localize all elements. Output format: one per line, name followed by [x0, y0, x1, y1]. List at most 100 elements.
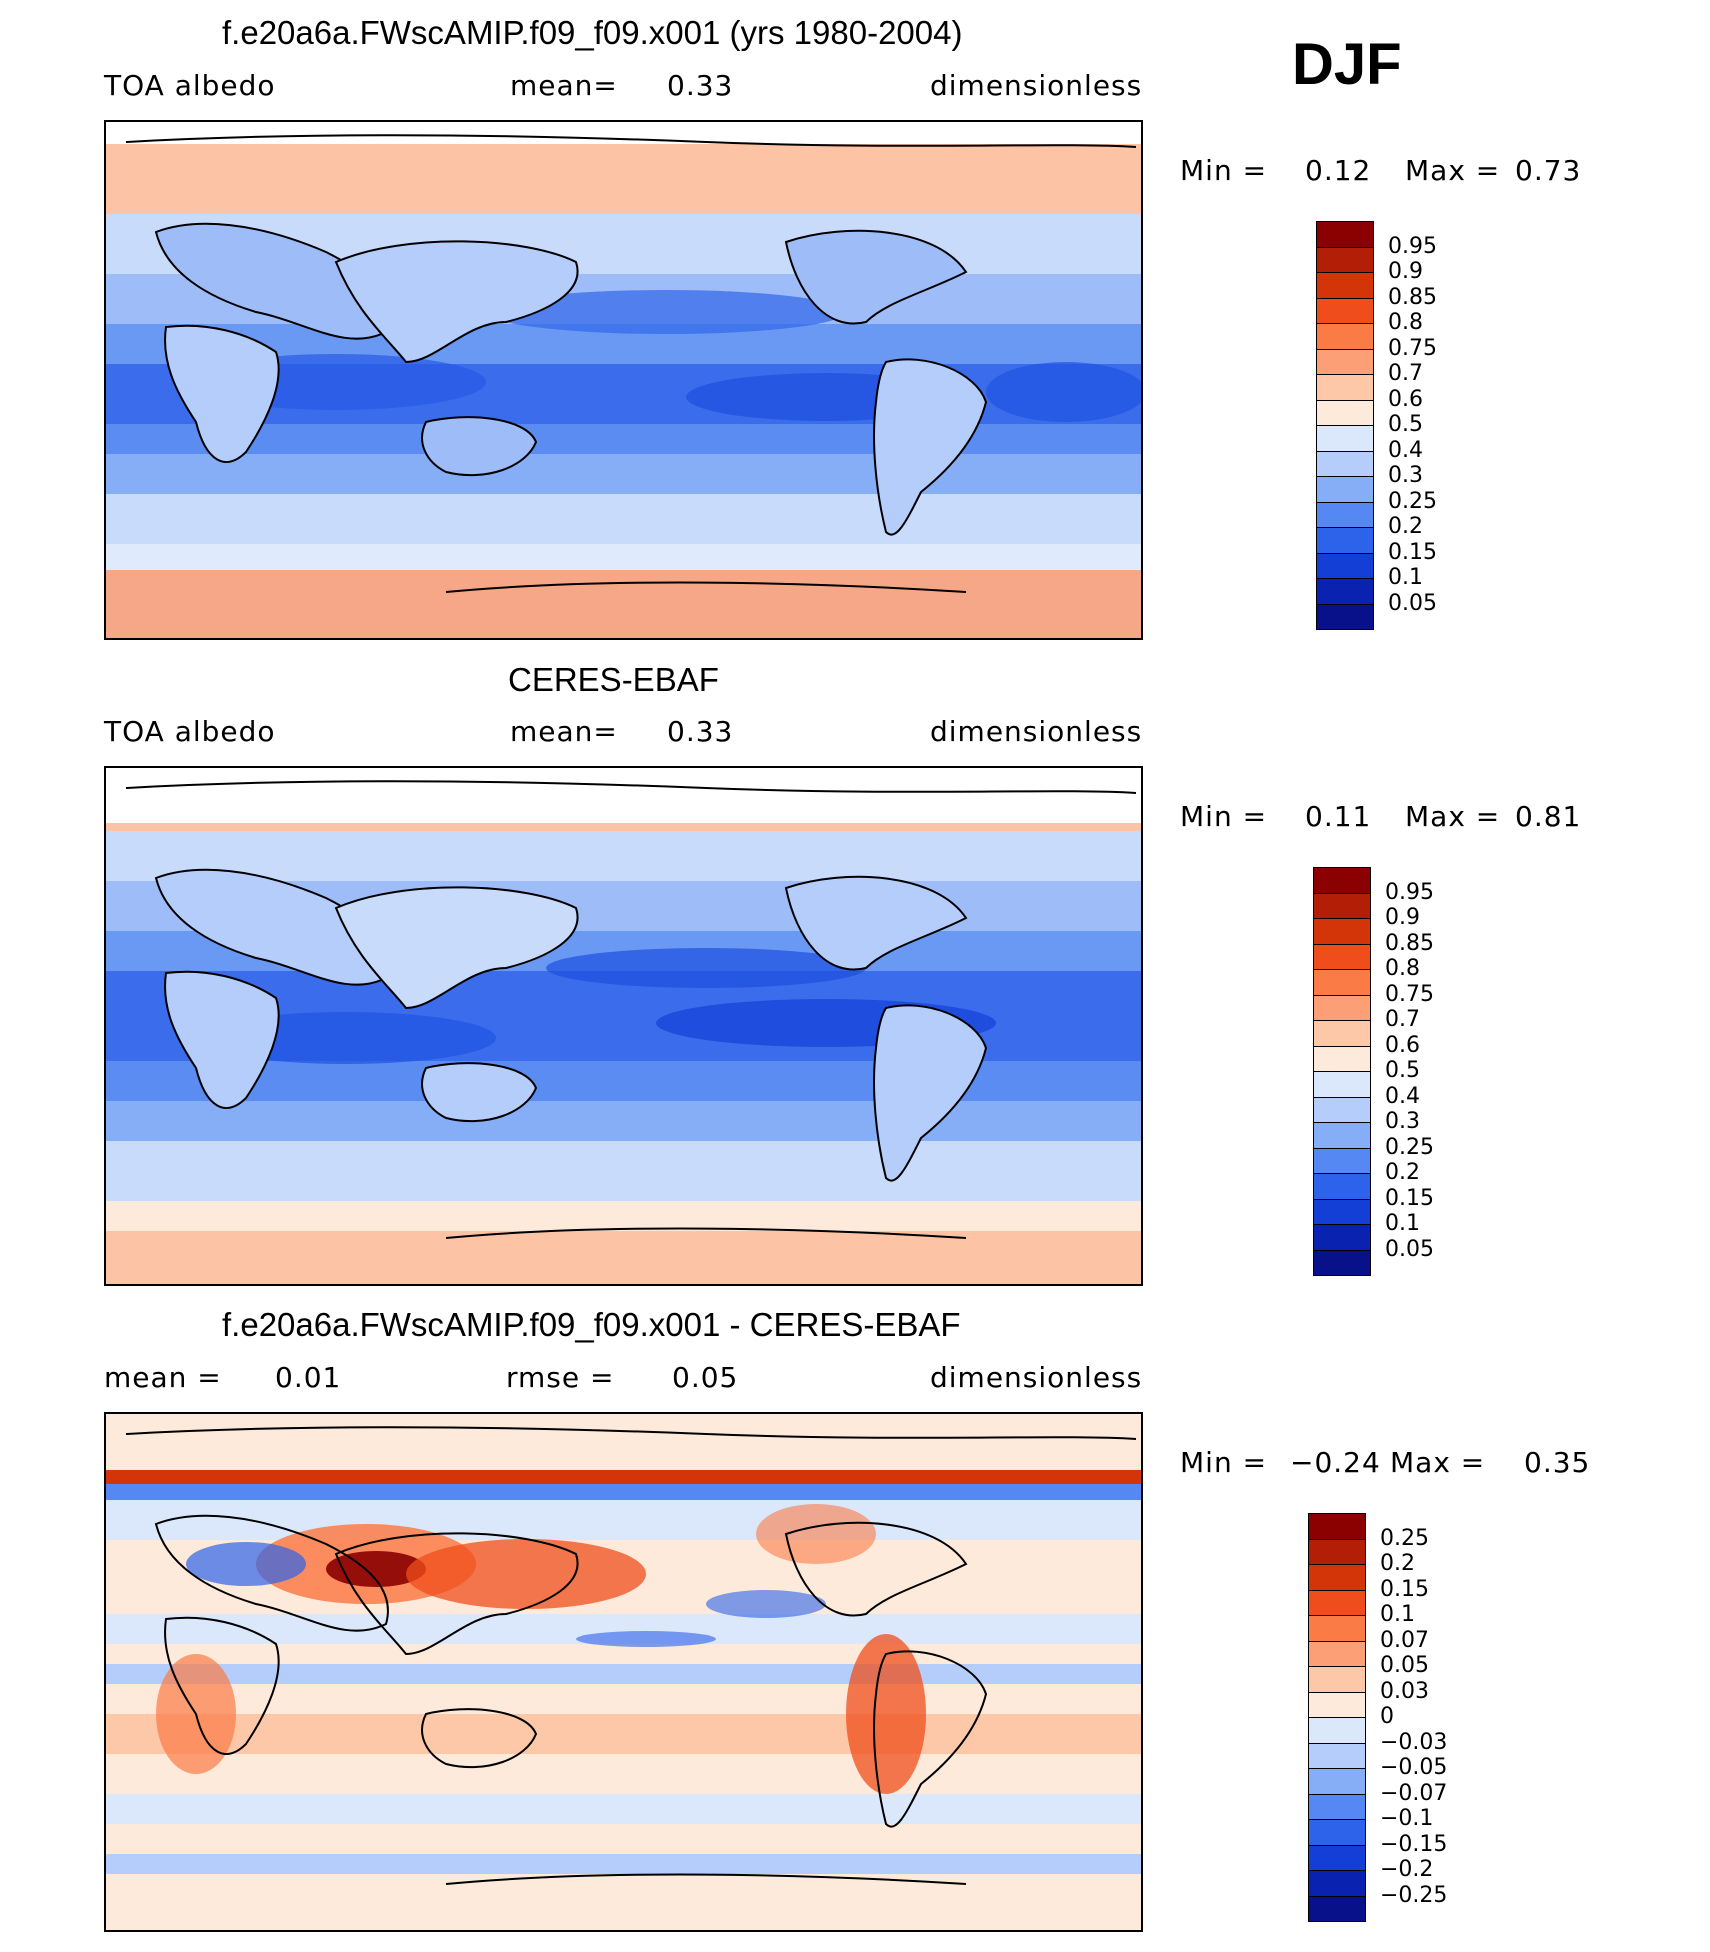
- colorbar-tick-label: 0.4: [1385, 1083, 1420, 1109]
- colorbar-swatch: [1316, 552, 1374, 579]
- units-label-diff: dimensionless: [930, 1361, 1143, 1394]
- map-diff-field: [106, 1414, 1141, 1930]
- colorbar-tick-label: 0.9: [1385, 905, 1420, 930]
- max-value-model: 0.73: [1515, 154, 1582, 187]
- max-value-diff: 0.35: [1524, 1446, 1591, 1479]
- colorbar-swatch: [1316, 476, 1374, 503]
- colorbar-tick-label: 0: [1380, 1704, 1394, 1729]
- mean-value-model: 0.33: [667, 69, 734, 102]
- colorbar-tick-label: 0.1: [1388, 565, 1423, 590]
- colorbar-swatch: [1313, 1071, 1371, 1098]
- colorbar-swatch: [1313, 1198, 1371, 1225]
- max-label-obs: Max =: [1405, 800, 1501, 833]
- colorbar-swatch: [1313, 1122, 1371, 1149]
- colorbar-tick-label: 0.7: [1388, 361, 1423, 386]
- colorbar-swatch: [1308, 1895, 1366, 1922]
- min-label-diff: Min =: [1180, 1446, 1268, 1479]
- colorbar-swatch: [1308, 1717, 1366, 1744]
- colorbar-swatch: [1313, 1147, 1371, 1174]
- colorbar-tick-label: 0.1: [1380, 1602, 1415, 1627]
- min-label-model: Min =: [1180, 154, 1268, 187]
- colorbar-tick-label: 0.25: [1385, 1134, 1434, 1160]
- colorbar-tick-label: 0.4: [1388, 437, 1423, 463]
- colorbar-tick-label: 0.15: [1388, 539, 1437, 565]
- colorbar-swatch: [1313, 918, 1371, 945]
- map-model-field: [106, 122, 1141, 638]
- units-label-obs: dimensionless: [930, 715, 1143, 748]
- colorbar-tick-label: 0.7: [1385, 1007, 1420, 1032]
- min-label-obs: Min =: [1180, 800, 1268, 833]
- colorbar-swatch: [1316, 450, 1374, 477]
- map-obs: [104, 766, 1143, 1286]
- colorbar-tick-label: 0.2: [1385, 1160, 1420, 1185]
- colorbar-swatch: [1313, 1224, 1371, 1251]
- colorbar-swatch: [1313, 943, 1371, 970]
- colorbar-swatch: [1316, 272, 1374, 299]
- colorbar-tick-label: 0.05: [1380, 1653, 1429, 1678]
- season-label: DJF: [1292, 32, 1402, 97]
- colorbar-tick-label: 0.5: [1388, 412, 1423, 437]
- colorbar-swatch: [1316, 297, 1374, 324]
- colorbar-swatch: [1313, 994, 1371, 1021]
- colorbar-tick-label: −0.1: [1380, 1806, 1434, 1831]
- variable-label-obs: TOA albedo: [104, 715, 276, 748]
- colorbar-tick-label: −0.25: [1380, 1882, 1448, 1908]
- colorbar-swatch: [1308, 1844, 1366, 1871]
- colorbar-swatch: [1308, 1768, 1366, 1795]
- colorbar-swatch: [1316, 527, 1374, 554]
- colorbar-tick-label: 0.05: [1388, 590, 1437, 616]
- colorbar-swatch: [1316, 603, 1374, 630]
- colorbar-tick-label: 0.5: [1385, 1058, 1420, 1083]
- colorbar-swatch: [1308, 1640, 1366, 1667]
- colorbar-swatch: [1308, 1615, 1366, 1642]
- max-label-model: Max =: [1405, 154, 1501, 187]
- mean-label-obs: mean=: [510, 715, 618, 748]
- colorbar-tick-label: 0.95: [1388, 233, 1437, 259]
- colorbar-tick-label: 0.25: [1388, 488, 1437, 514]
- colorbar-model: 0.95 0.9 0.85 0.8 0.75 0.7 0.6 0.5 0.4 0.3 0.25 0.2…: [1316, 221, 1437, 630]
- max-value-obs: 0.81: [1515, 800, 1582, 833]
- colorbar-tick-label: 0.6: [1388, 386, 1423, 412]
- colorbar-tick-label: 0.8: [1388, 310, 1423, 335]
- panel-title-obs: CERES-EBAF: [508, 661, 719, 698]
- colorbar-tick-label: 0.03: [1380, 1678, 1429, 1704]
- units-label-model: dimensionless: [930, 69, 1143, 102]
- colorbar-tick-label: 0.85: [1385, 930, 1434, 956]
- colorbar-tick-label: −0.2: [1380, 1857, 1434, 1882]
- max-label-diff: Max =: [1390, 1446, 1486, 1479]
- colorbar-swatch: [1308, 1513, 1366, 1540]
- colorbar-tick-label: 0.05: [1385, 1236, 1434, 1262]
- rmse-label-diff: rmse =: [506, 1361, 615, 1394]
- colorbar-tick-label: 0.75: [1388, 335, 1437, 361]
- colorbar-swatch: [1308, 1538, 1366, 1565]
- map-obs-field: [106, 768, 1141, 1284]
- colorbar-swatch: [1313, 867, 1371, 894]
- colorbar-swatch: [1313, 892, 1371, 919]
- colorbar-swatch: [1313, 969, 1371, 996]
- colorbar-tick-label: −0.15: [1380, 1831, 1448, 1857]
- colorbar-swatch: [1308, 1589, 1366, 1616]
- colorbar-swatch: [1313, 1173, 1371, 1200]
- map-diff: [104, 1412, 1143, 1932]
- colorbar-swatch: [1308, 1666, 1366, 1693]
- colorbar-tick-label: 0.8: [1385, 956, 1420, 981]
- colorbar-tick-label: 0.95: [1385, 879, 1434, 905]
- rmse-value-diff: 0.05: [672, 1361, 739, 1394]
- min-value-obs: 0.11: [1305, 800, 1372, 833]
- colorbar-swatch: [1316, 578, 1374, 605]
- colorbar-swatch: [1308, 1793, 1366, 1820]
- colorbar-swatch: [1316, 246, 1374, 273]
- colorbar-diff: 0.25 0.2 0.15 0.1 0.07 0.05 0.03 0 −0.03 −0.05 −0.…: [1308, 1513, 1447, 1922]
- colorbar-tick-label: 0.3: [1388, 463, 1423, 488]
- colorbar-tick-label: −0.05: [1380, 1755, 1448, 1780]
- colorbar-swatch: [1316, 348, 1374, 375]
- colorbar-tick-label: 0.15: [1385, 1185, 1434, 1211]
- colorbar-tick-label: 0.9: [1388, 259, 1423, 284]
- colorbar-swatch: [1316, 399, 1374, 426]
- colorbar-swatch: [1308, 1564, 1366, 1591]
- colorbar-tick-label: 0.15: [1380, 1576, 1429, 1602]
- min-value-model: 0.12: [1305, 154, 1372, 187]
- colorbar-tick-label: 0.25: [1380, 1525, 1429, 1551]
- colorbar-swatch: [1308, 1742, 1366, 1769]
- colorbar-swatch: [1308, 1870, 1366, 1897]
